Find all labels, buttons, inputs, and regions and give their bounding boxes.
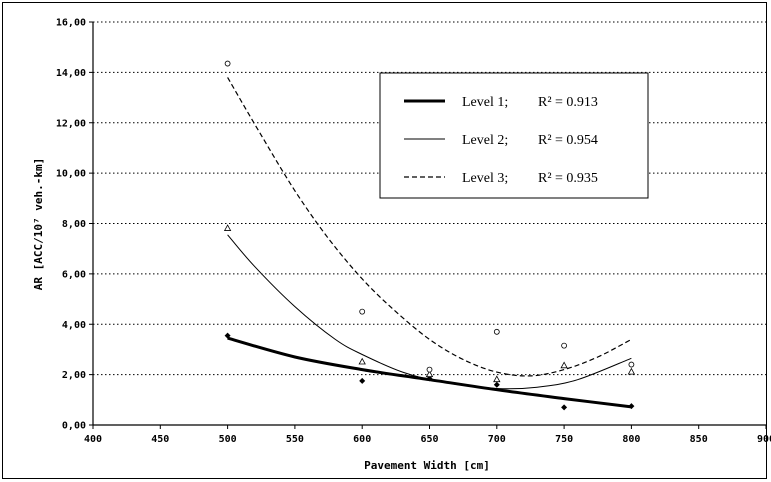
axes <box>89 21 767 429</box>
data-point-level-3 <box>561 342 567 349</box>
legend-r2-level-1: R² = 0.913 <box>538 95 598 110</box>
data-point-level-3 <box>359 308 366 315</box>
x-tick-label: 850 <box>690 434 708 445</box>
data-point-level-2 <box>358 357 366 365</box>
x-tick-label: 750 <box>555 434 573 445</box>
x-tick-label: 800 <box>622 434 640 445</box>
fit-curve-level-3 <box>227 77 632 377</box>
grid-lines <box>93 21 766 376</box>
legend-r2-level-3: R² = 0.935 <box>538 171 598 186</box>
data-point-level-1 <box>359 377 366 384</box>
data-point-level-1 <box>224 332 231 339</box>
fit-curve-level-2 <box>227 234 632 390</box>
legend: Level 1; R² = 0.913 Level 2; R² = 0.954 Leve… <box>379 72 649 199</box>
data-point-level-3 <box>426 366 433 373</box>
y-axis-label: AR [ACC/10⁷ veh.-km] <box>32 158 45 290</box>
x-tick-label: 700 <box>488 434 506 445</box>
y-tick-label: 4,00 <box>62 320 86 331</box>
data-point-level-2 <box>627 367 636 375</box>
data-point-level-3 <box>628 361 635 368</box>
data-point-level-3 <box>224 60 231 67</box>
x-tick-label: 550 <box>286 434 304 445</box>
data-point-level-2 <box>425 370 434 378</box>
data-markers <box>223 60 636 411</box>
y-tick-label: 0,00 <box>62 421 86 432</box>
y-tick-label: 6,00 <box>62 269 86 280</box>
data-point-level-1 <box>628 403 635 410</box>
x-tick-label: 450 <box>151 434 169 445</box>
y-tick-label: 16,00 <box>56 18 86 29</box>
legend-label-level-1: Level 1; <box>462 95 508 110</box>
data-point-level-2 <box>560 361 568 369</box>
x-tick-label: 500 <box>219 434 237 445</box>
y-tick-label: 12,00 <box>56 118 86 129</box>
x-tick-label: 400 <box>84 434 102 445</box>
x-axis-label: Pavement Width [cm] <box>364 459 490 472</box>
y-tick-label: 8,00 <box>62 219 86 230</box>
x-tick-label: 900 <box>757 434 771 445</box>
legend-label-level-3: Level 3; <box>462 171 508 186</box>
legend-box <box>379 72 649 199</box>
data-point-level-2 <box>493 375 501 383</box>
data-point-level-3 <box>493 328 500 335</box>
x-tick-label: 650 <box>420 434 438 445</box>
x-tick-label: 600 <box>353 434 371 445</box>
data-point-level-1 <box>493 381 500 388</box>
legend-label-level-2: Level 2; <box>462 133 508 148</box>
data-point-level-2 <box>223 224 232 231</box>
data-point-level-1 <box>561 404 568 411</box>
legend-r2-level-2: R² = 0.954 <box>538 133 598 148</box>
y-tick-label: 2,00 <box>62 370 86 381</box>
tick-labels: 0,00 2,00 4,00 6,00 8,00 10,00 12,00 14,00 16,00… <box>56 18 771 446</box>
y-tick-label: 14,00 <box>56 68 86 79</box>
y-tick-label: 10,00 <box>56 169 86 180</box>
